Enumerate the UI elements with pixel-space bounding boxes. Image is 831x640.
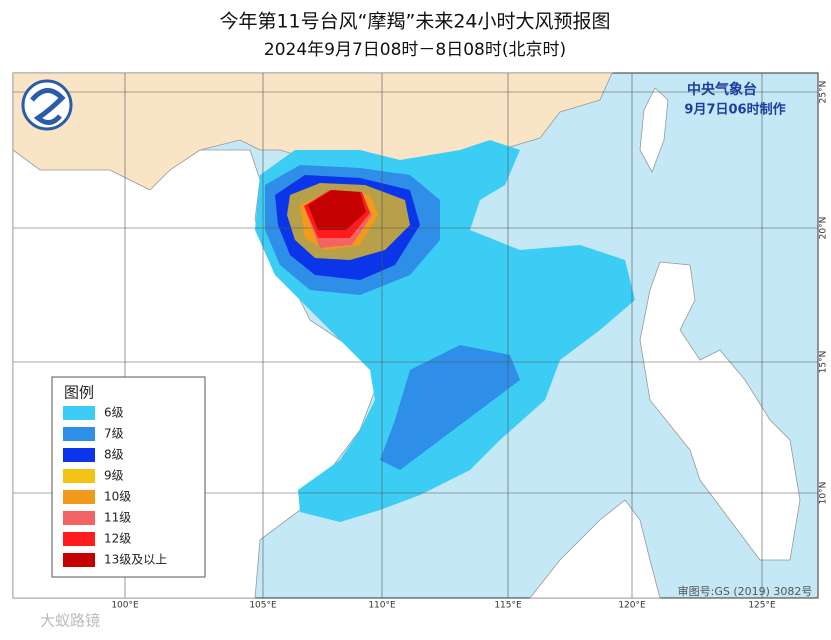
legend-swatch (63, 553, 95, 567)
lon-label: 105°E (249, 601, 277, 611)
legend: 图例 6级 7级 8级 9级 10级 11级 12级 13级及以上 (51, 376, 206, 578)
lon-label: 115°E (494, 601, 522, 611)
taiwan (639, 87, 669, 173)
wind-area (308, 190, 366, 230)
map-ref: 审图号:GS (2019) 3082号 (678, 584, 813, 598)
legend-label: 8级 (104, 448, 124, 462)
legend-label: 12级 (104, 532, 131, 546)
legend-swatch (63, 406, 95, 420)
title: 今年第11号台风“摩羯”未来24小时大风预报图 (219, 11, 610, 33)
lon-label: 100°E (111, 601, 139, 611)
legend-title: 图例 (64, 384, 94, 402)
legend-label: 6级 (104, 406, 124, 420)
watermark: 大蚁路镜 (40, 612, 100, 630)
lon-label: 125°E (748, 601, 776, 611)
legend-swatch (63, 448, 95, 462)
legend-label: 9级 (104, 469, 124, 483)
legend-label: 10级 (104, 490, 131, 504)
legend-swatch (63, 427, 95, 441)
legend-label: 11级 (104, 511, 131, 525)
lat-label: 10°N (819, 482, 829, 505)
lat-label: 20°N (819, 217, 829, 240)
borneo (529, 499, 661, 599)
graticule (13, 73, 818, 598)
legend-swatch (63, 490, 95, 504)
legend-label: 7级 (104, 427, 124, 441)
subtitle: 2024年9月7日08时－8日08时(北京时) (264, 40, 566, 60)
legend-swatch (63, 511, 95, 525)
lat-label: 15°N (819, 351, 829, 374)
agency-made: 9月7日06时制作 (684, 102, 785, 118)
lat-label: 25°N (819, 81, 829, 104)
lon-label: 110°E (368, 601, 396, 611)
philippines (639, 261, 801, 561)
wind-area (380, 345, 520, 470)
legend-label: 13级及以上 (104, 553, 167, 567)
wind-areas (255, 140, 635, 522)
lon-label: 120°E (618, 601, 646, 611)
logo (21, 79, 73, 131)
agency-name: 中央气象台 (687, 81, 757, 98)
legend-swatch (63, 532, 95, 546)
legend-swatch (63, 469, 95, 483)
